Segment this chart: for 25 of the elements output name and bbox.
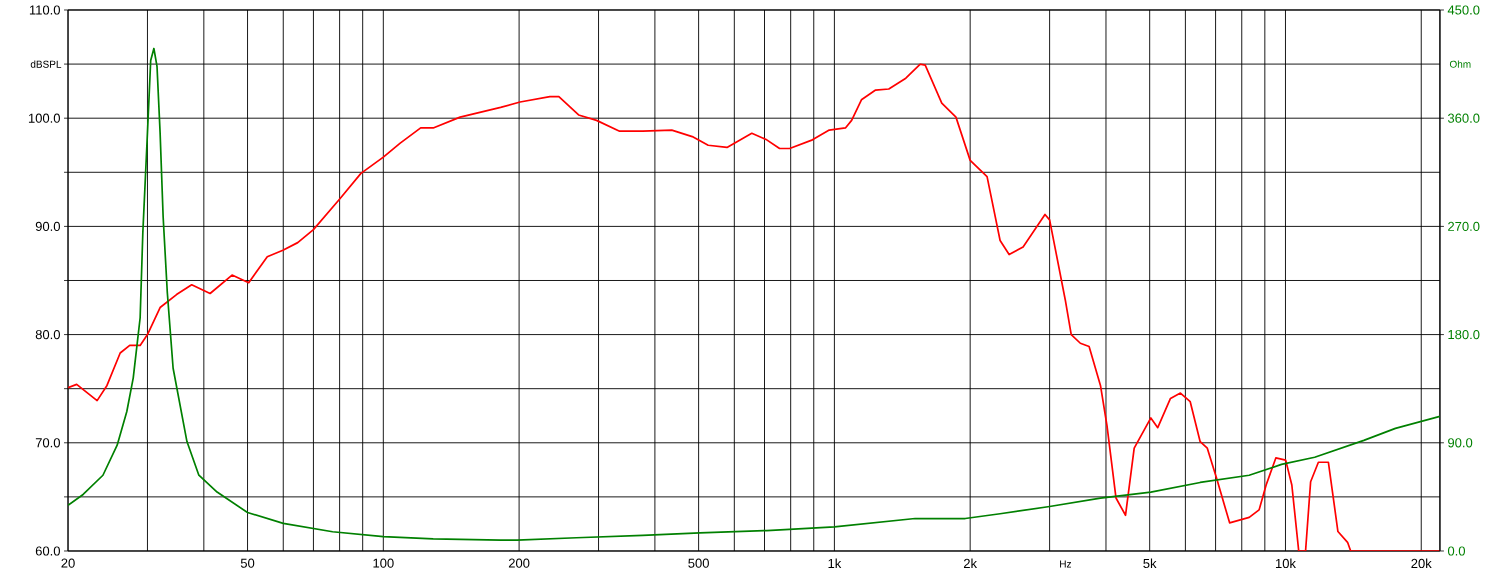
x-tick-label: 20k bbox=[1411, 558, 1432, 569]
x-tick-label: 100 bbox=[373, 558, 394, 568]
x-axis-title: Hz bbox=[1060, 560, 1072, 568]
y-tick-label: 100.0 bbox=[28, 113, 60, 123]
x-tick-label: 200 bbox=[508, 558, 530, 568]
y2-tick-label: 0.0 bbox=[1447, 546, 1466, 556]
y2-tick-label: 270.0 bbox=[1448, 221, 1480, 231]
x-tick-label: 2k bbox=[963, 558, 978, 568]
y2-tick-label: 450.0 bbox=[1447, 5, 1480, 15]
y-tick-label: 80.0 bbox=[35, 329, 60, 340]
x-tick-label: 50 bbox=[240, 558, 255, 568]
y-tick-label: 70.0 bbox=[35, 438, 60, 448]
y2-axis-title: Ohm bbox=[1449, 60, 1471, 68]
y-axis-title: dBSPL bbox=[30, 60, 62, 68]
x-tick-label: 500 bbox=[688, 558, 709, 568]
y-tick-label: 60.0 bbox=[35, 546, 60, 556]
x-tick-label: 1k bbox=[828, 558, 842, 568]
y2-tick-label: 90.0 bbox=[1448, 438, 1473, 448]
y2-tick-label: 180.0 bbox=[1448, 329, 1480, 340]
x-tick-label: 10k bbox=[1275, 558, 1296, 569]
x-tick-label: 20 bbox=[61, 558, 75, 568]
y2-tick-label: 360.0 bbox=[1447, 113, 1480, 123]
x-tick-label: 5k bbox=[1143, 558, 1157, 569]
y-tick-label: 110.0 bbox=[29, 5, 60, 15]
y-tick-label: 90.0 bbox=[35, 221, 60, 231]
